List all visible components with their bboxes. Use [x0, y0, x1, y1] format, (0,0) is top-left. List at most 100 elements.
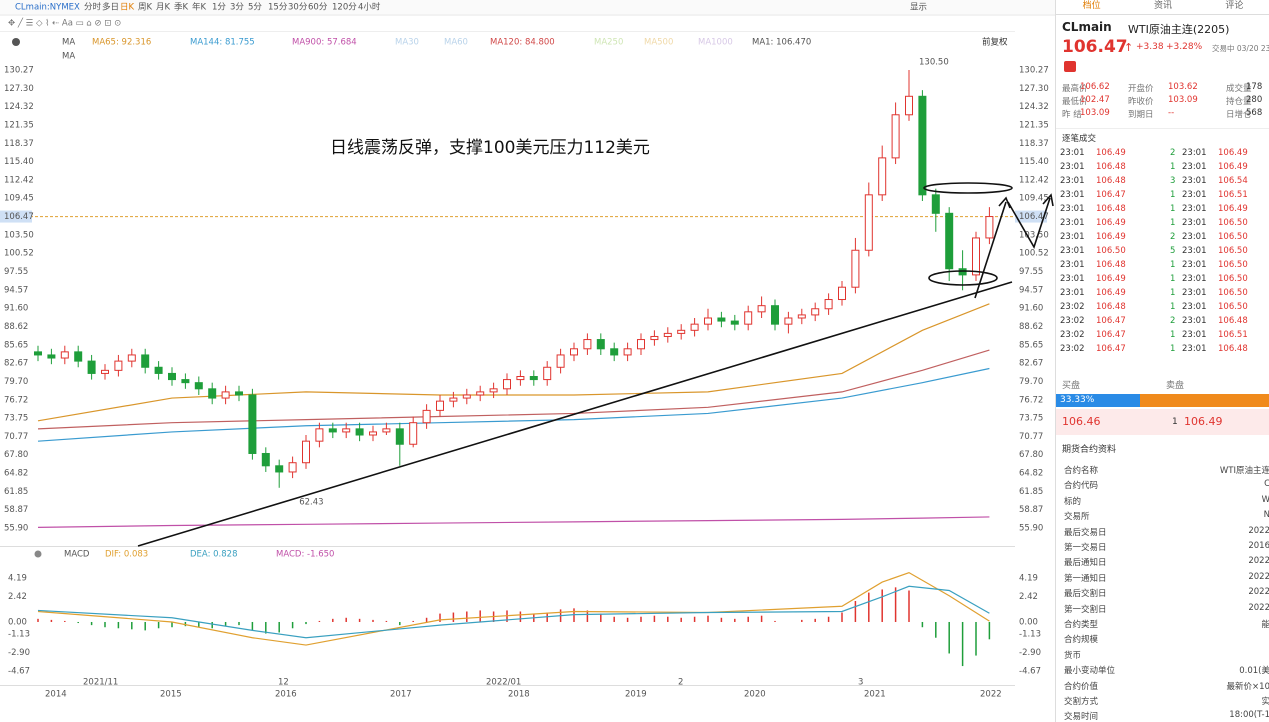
trade-cell: 23:01 [1182, 344, 1207, 354]
y-tick-label: 115.40 [1019, 157, 1049, 167]
info-row: 第一交易日 2016 [1064, 541, 1269, 556]
period-tab[interactable]: 60分 [308, 3, 328, 13]
y-tick-label: 70.77 [1019, 432, 1043, 442]
dif-line [37, 571, 990, 646]
candle-body [730, 320, 739, 325]
candle-body [74, 351, 83, 362]
favorite[interactable] [1064, 61, 1076, 72]
y-tick-label: 85.65 [1019, 340, 1043, 350]
period-tab[interactable]: 多日 [102, 2, 119, 13]
display-menu[interactable]: 显示 [910, 3, 927, 13]
trade-cell: 106.51 [1218, 330, 1248, 340]
candle-body [623, 348, 632, 356]
y-tick-label: 97.55 [4, 267, 28, 277]
macd-tick-label: 0.00 [8, 617, 27, 627]
trade-cell: 106.48 [1218, 316, 1248, 326]
tab[interactable]: 评论 [1225, 1, 1244, 11]
y-tick-label: 127.30 [4, 84, 34, 94]
candle-body [476, 391, 485, 396]
period-tab[interactable]: 15分 [268, 3, 288, 13]
trade-row: 23:02 106.47 1 23:01 106.51 [1060, 330, 1269, 344]
period-tab[interactable]: 分时 [84, 2, 102, 13]
trade-row: 23:02 106.47 2 23:01 106.48 [1060, 316, 1269, 330]
tab[interactable]: 档位 [1082, 1, 1101, 11]
trade-cell: 106.48 [1096, 176, 1126, 186]
candle-body [194, 382, 203, 390]
info-value: C [1264, 479, 1269, 489]
arrow-head [1042, 193, 1054, 207]
info-row: 最小变动单位 0.01(美 [1064, 664, 1269, 679]
y-tick-label: 76.72 [4, 395, 28, 405]
settings-icon[interactable] [12, 38, 20, 46]
stat-value: 568 [1246, 108, 1263, 118]
divider [0, 546, 1015, 547]
info-value: 2022 [1248, 602, 1269, 613]
candle-body [221, 391, 230, 399]
candle-body [771, 305, 779, 325]
candle-body [663, 332, 672, 337]
candle-body [596, 339, 605, 350]
period-tab[interactable]: 4小时 [358, 2, 381, 13]
ma-line [37, 516, 990, 528]
candle-body [141, 354, 150, 368]
info-label: 第一交易日 [1064, 543, 1107, 553]
period-tab[interactable]: 日K [120, 3, 135, 13]
info-row: 标的 W [1064, 495, 1269, 510]
stat-value: -- [1168, 108, 1175, 118]
period-tab[interactable]: 3分 [230, 3, 244, 13]
y-tick-label: 64.82 [4, 469, 28, 479]
trade-cell: 106.48 [1096, 204, 1126, 214]
trade-cell: 106.47 [1096, 316, 1126, 326]
buy-label: 买盘 [1062, 381, 1081, 391]
info-row: 合约名称 WTI原油主连 [1064, 464, 1269, 479]
period-tab[interactable]: 5分 [248, 3, 262, 13]
trade-cell: 106.47 [1096, 190, 1126, 200]
symbol[interactable]: CLmain:NYMEX [15, 3, 80, 13]
y-tick-label: 55.90 [1019, 524, 1043, 534]
info-row: 合约价值 最新价×10 [1064, 680, 1269, 695]
period-tab[interactable]: 30分 [288, 3, 308, 13]
y-tick-label: 82.67 [4, 359, 28, 369]
candle-body [704, 317, 712, 325]
period-tab[interactable]: 年K [192, 2, 207, 13]
ma-indicator: MA1: 106.470 [752, 38, 811, 48]
status: 交易中 03/20 23 [1212, 44, 1269, 53]
info-label: 最小变动单位 [1064, 666, 1116, 677]
candle-body [101, 369, 109, 374]
y-tick-label: 88.62 [1019, 322, 1043, 332]
trade-row: 23:01 106.49 2 23:01 106.49 [1060, 148, 1269, 162]
stat-value: 280 [1246, 95, 1263, 105]
period-tab[interactable]: 季K [174, 2, 189, 13]
last-price-label: 106.47 [4, 212, 34, 222]
y-tick-label: 91.60 [4, 304, 28, 314]
y-tick-label: 70.77 [4, 432, 28, 442]
info-value: 能 [1261, 618, 1269, 630]
trade-cell: 1 [1170, 260, 1176, 270]
trade-cell: 1 [1170, 190, 1176, 200]
ma-indicator: MA144: 81.755 [190, 38, 255, 48]
change: +3.38 [1136, 42, 1164, 52]
candle-body [382, 428, 391, 433]
adjust[interactable]: 前复权 [982, 37, 1008, 48]
period-tab[interactable]: 1分 [212, 3, 226, 13]
info-label: 最后交割日 [1064, 589, 1107, 600]
last-price-tag [1015, 210, 1047, 223]
info-row: 第一交割日 2022 [1064, 603, 1269, 618]
candle-body [154, 366, 163, 374]
period-tab[interactable]: 周K [138, 3, 153, 13]
info-label: 第一交割日 [1064, 604, 1107, 615]
period-tab[interactable]: 月K [156, 3, 171, 13]
trade-cell: 106.48 [1096, 162, 1126, 172]
macd-tick-label: 2.42 [8, 592, 27, 602]
trade-cell: 106.49 [1096, 232, 1126, 242]
macd-tick-label: 2.42 [1019, 592, 1038, 602]
tab[interactable]: 资讯 [1153, 1, 1172, 11]
period-tab[interactable]: 120分 [332, 3, 357, 13]
macd-value-label: MACD: -1.650 [276, 550, 334, 560]
low-label: 62.43 [299, 497, 323, 507]
code: CLmain [1062, 20, 1112, 34]
y-tick-label: 79.70 [1019, 377, 1043, 387]
y-tick-label: 94.57 [4, 285, 28, 295]
trade-cell: 23:02 [1060, 344, 1085, 354]
candle-body [905, 95, 913, 116]
